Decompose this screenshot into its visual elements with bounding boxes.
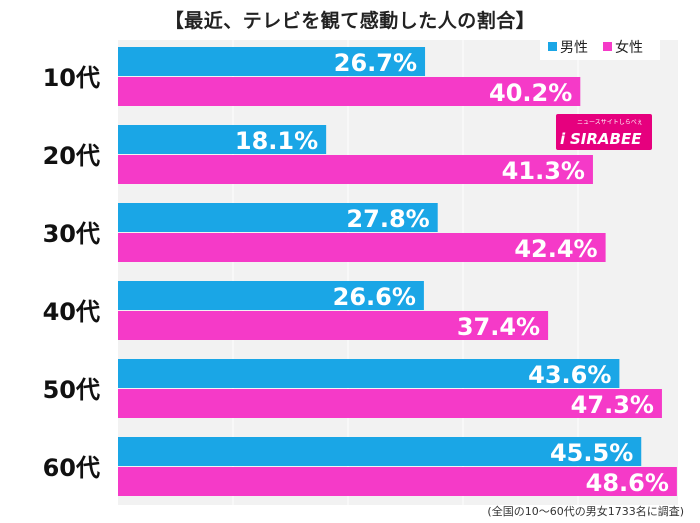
bar-labels: 26.7% 40.2% 18.1% 41.3% 27.8% 42.4% 26.6% 37.4%… — [235, 49, 669, 497]
bar-female — [118, 311, 549, 340]
bar-female — [118, 389, 662, 418]
logo-subtext: ニュースサイトしらべぇ — [577, 119, 643, 126]
bar-female — [118, 467, 677, 496]
legend-swatch-female — [603, 42, 612, 51]
category-labels: 10代 20代 30代 40代 50代 60代 — [43, 64, 100, 482]
bar-male — [118, 359, 620, 388]
data-label-female: 42.4% — [514, 235, 597, 263]
data-label-male: 18.1% — [235, 127, 318, 155]
legend-label-female: 女性 — [615, 39, 643, 56]
data-label-male: 43.6% — [528, 361, 611, 389]
logo-text: SIRABEE — [570, 130, 642, 148]
legend: 男性 女性 — [540, 34, 660, 60]
bars — [118, 47, 677, 496]
sirabee-logo: ニュースサイトしらべぇ i SIRABEE — [556, 114, 652, 150]
bar-male — [118, 203, 438, 232]
data-label-male: 45.5% — [550, 439, 633, 467]
bar-female — [118, 77, 581, 106]
bar-male — [118, 125, 327, 154]
category-label: 60代 — [43, 454, 100, 482]
category-label: 50代 — [43, 376, 100, 404]
legend-swatch-male — [548, 42, 557, 51]
category-label: 20代 — [43, 142, 100, 170]
data-label-female: 41.3% — [502, 157, 585, 185]
bar-male — [118, 437, 642, 466]
data-label-male: 26.7% — [334, 49, 417, 77]
bar-male — [118, 281, 424, 310]
chart-title: 【最近、テレビを観て感動した人の割合】 — [164, 10, 536, 32]
data-label-male: 26.6% — [333, 283, 416, 311]
data-label-female: 48.6% — [586, 469, 669, 497]
plot-background — [118, 40, 678, 505]
bar-female — [118, 233, 606, 262]
grid-lines — [232, 40, 694, 505]
legend-box — [540, 34, 660, 60]
data-label-female: 47.3% — [571, 391, 654, 419]
logo-background — [556, 114, 652, 150]
legend-label-male: 男性 — [560, 40, 588, 56]
bar-male — [118, 47, 426, 76]
data-label-female: 37.4% — [457, 313, 540, 341]
category-label: 40代 — [43, 298, 100, 326]
survey-note: (全国の10〜60代の男女1733名に調査) — [487, 505, 684, 518]
data-label-male: 27.8% — [346, 205, 429, 233]
category-label: 10代 — [43, 64, 100, 92]
logo-mark-icon: i — [560, 130, 566, 148]
bar-female — [118, 155, 593, 184]
data-label-female: 40.2% — [489, 79, 572, 107]
category-label: 30代 — [43, 220, 100, 248]
